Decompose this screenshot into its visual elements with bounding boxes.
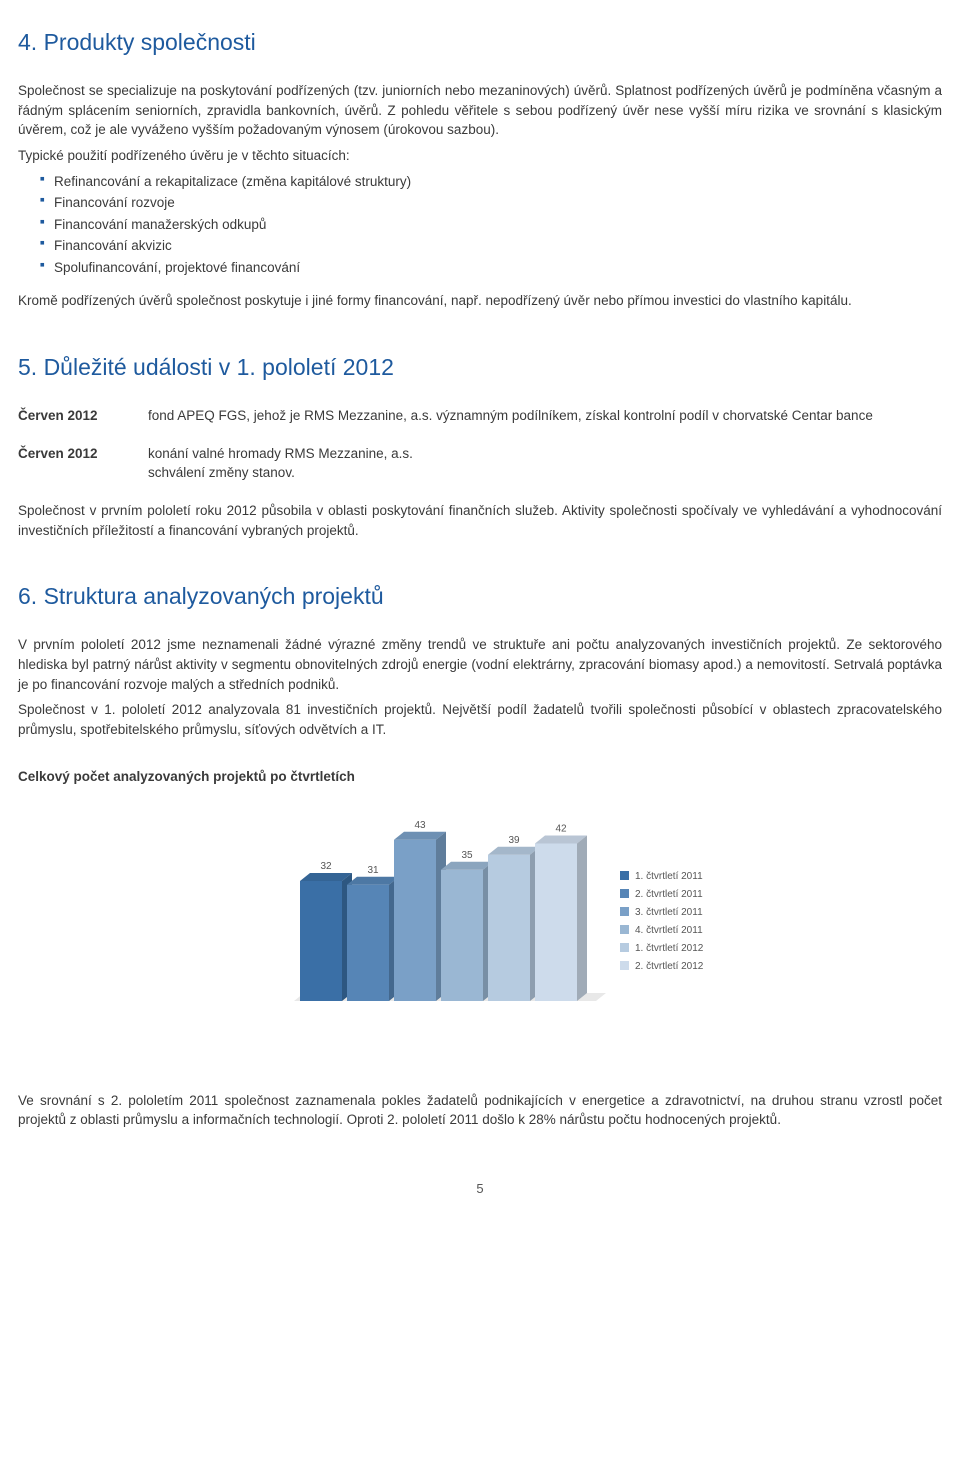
legend-swatch — [620, 889, 629, 898]
legend-label: 1. čtvrtletí 2012 — [635, 943, 704, 954]
event-date: Červen 2012 — [18, 444, 148, 483]
legend-swatch — [620, 961, 629, 970]
event-row: Červen 2012 fond APEQ FGS, jehož je RMS … — [18, 406, 942, 426]
legend-swatch — [620, 943, 629, 952]
legend-label: 3. čtvrtletí 2011 — [635, 907, 703, 918]
chart-bar — [535, 843, 577, 1001]
legend-label: 2. čtvrtletí 2011 — [635, 889, 703, 900]
chart-bar-label: 39 — [508, 835, 520, 846]
list-item: Refinancování a rekapitalizace (změna ka… — [40, 172, 942, 192]
section-6-para-1: V prvním pololetí 2012 jsme neznamenali … — [18, 635, 942, 694]
chart-bar-label: 31 — [367, 865, 379, 876]
event-date: Červen 2012 — [18, 406, 148, 426]
events-list: Červen 2012 fond APEQ FGS, jehož je RMS … — [18, 406, 942, 483]
legend-label: 4. čtvrtletí 2011 — [635, 925, 703, 936]
legend-swatch — [620, 925, 629, 934]
legend-label: 2. čtvrtletí 2012 — [635, 961, 704, 972]
section-4-bullets: Refinancování a rekapitalizace (změna ka… — [18, 172, 942, 278]
chart-bar-label: 43 — [414, 820, 426, 831]
section-5-heading: 5. Důležité události v 1. pololetí 2012 — [18, 351, 942, 384]
chart-title: Celkový počet analyzovaných projektů po … — [18, 767, 942, 787]
section-5: 5. Důležité události v 1. pololetí 2012 … — [18, 351, 942, 540]
section-6: 6. Struktura analyzovaných projektů V pr… — [18, 580, 942, 1130]
projects-chart-wrap: 32 31 43 35 39 42 1. čtvrtletí 2011 2. čtvrtlet… — [18, 797, 942, 1041]
section-4-para-2: Typické použití podřízeného úvěru je v t… — [18, 146, 942, 166]
chart-bar — [394, 840, 436, 1001]
section-6-para-2: Společnost v 1. pololetí 2012 analyzoval… — [18, 700, 942, 739]
legend-swatch — [620, 907, 629, 916]
section-6-heading: 6. Struktura analyzovaných projektů — [18, 580, 942, 613]
section-6-para-3: Ve srovnání s 2. pololetím 2011 společno… — [18, 1091, 942, 1130]
list-item: Financování rozvoje — [40, 193, 942, 213]
list-item: Spolufinancování, projektové financování — [40, 258, 942, 278]
chart-bar — [347, 885, 389, 1001]
event-description: konání valné hromady RMS Mezzanine, a.s.… — [148, 444, 942, 483]
event-description: fond APEQ FGS, jehož je RMS Mezzanine, a… — [148, 406, 942, 426]
section-4-para-3: Kromě podřízených úvěrů společnost posky… — [18, 291, 942, 311]
chart-bar — [300, 881, 342, 1001]
section-4: 4. Produkty společnosti Společnost se sp… — [18, 26, 942, 311]
page-number: 5 — [18, 1180, 942, 1199]
section-4-para-1: Společnost se specializuje na poskytován… — [18, 81, 942, 140]
list-item: Financování manažerských odkupů — [40, 215, 942, 235]
section-4-heading: 4. Produkty společnosti — [18, 26, 942, 59]
chart-bar-label: 42 — [555, 823, 567, 834]
section-5-para: Společnost v prvním pololetí roku 2012 p… — [18, 501, 942, 540]
projects-bar-chart: 32 31 43 35 39 42 1. čtvrtletí 2011 2. čtvrtlet… — [180, 801, 780, 1031]
list-item: Financování akvizic — [40, 236, 942, 256]
chart-bar-label: 32 — [320, 861, 332, 872]
legend-label: 1. čtvrtletí 2011 — [635, 871, 703, 882]
chart-bar — [488, 855, 530, 1001]
chart-bar — [441, 870, 483, 1001]
chart-bar-label: 35 — [461, 850, 473, 861]
legend-swatch — [620, 871, 629, 880]
event-row: Červen 2012 konání valné hromady RMS Mez… — [18, 444, 942, 483]
